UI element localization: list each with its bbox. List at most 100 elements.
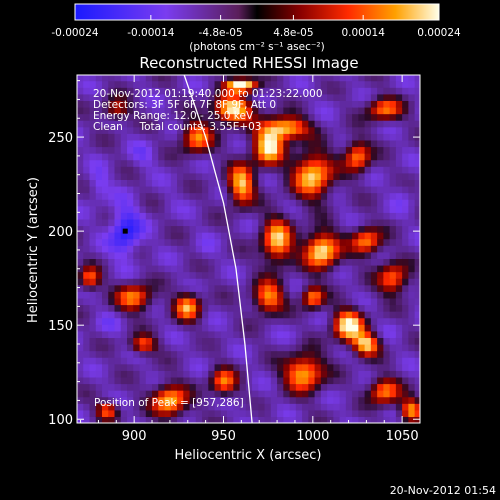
- heatmap-cell: [389, 93, 397, 101]
- heatmap-cell: [358, 264, 366, 273]
- heatmap-cell: [395, 166, 403, 174]
- heatmap-cell: [308, 120, 316, 128]
- heatmap-cell: [395, 172, 403, 180]
- heatmap-cell: [395, 251, 403, 259]
- heatmap-cell: [333, 337, 341, 345]
- heatmap-cell: [164, 350, 172, 358]
- heatmap-cell: [370, 271, 378, 279]
- heatmap-cell: [139, 179, 147, 187]
- heatmap-cell: [270, 357, 278, 365]
- heatmap-cell: [158, 317, 166, 325]
- heatmap-cell: [108, 409, 116, 418]
- heatmap-cell: [83, 120, 91, 128]
- heatmap-cell: [202, 100, 209, 108]
- heatmap-cell: [139, 409, 147, 418]
- heatmap-cell: [158, 337, 166, 345]
- heatmap-cell: [264, 139, 272, 148]
- heatmap-cell: [395, 343, 403, 352]
- heatmap-cell: [102, 251, 109, 259]
- heatmap-cell: [402, 324, 409, 332]
- heatmap-cell: [339, 350, 347, 358]
- heatmap-cell: [120, 93, 128, 101]
- heatmap-cell: [220, 238, 228, 246]
- heatmap-cell: [164, 330, 172, 339]
- heatmap-cell: [302, 120, 309, 128]
- heatmap-cell: [89, 297, 97, 306]
- heatmap-cell: [414, 159, 420, 167]
- heatmap-cell: [145, 350, 153, 358]
- heatmap-cell: [327, 166, 334, 174]
- heatmap-cell: [283, 232, 291, 240]
- heatmap-cell: [370, 350, 378, 358]
- heatmap-cell: [364, 363, 372, 371]
- heatmap-cell: [145, 258, 153, 266]
- heatmap-cell: [333, 278, 341, 286]
- heatmap-cell: [395, 133, 403, 141]
- heatmap-cell: [189, 199, 197, 207]
- heatmap-cell: [245, 153, 253, 161]
- heatmap-cell: [402, 383, 409, 391]
- heatmap-cell: [114, 126, 122, 134]
- heatmap-cell: [327, 409, 334, 418]
- heatmap-cell: [389, 271, 397, 279]
- heatmap-cell: [164, 278, 172, 286]
- heatmap-cell: [270, 337, 278, 345]
- heatmap-cell: [414, 350, 420, 358]
- heatmap-cell: [89, 172, 97, 180]
- heatmap-cell: [189, 120, 197, 128]
- heatmap-cell: [189, 278, 197, 286]
- heatmap-cell: [389, 218, 397, 227]
- heatmap-cell: [308, 80, 316, 88]
- heatmap-cell: [108, 291, 116, 299]
- heatmap-cell: [195, 139, 203, 148]
- heatmap-cell: [339, 120, 347, 128]
- heatmap-cell: [245, 396, 253, 404]
- heatmap-cell: [283, 126, 291, 134]
- heatmap-cell: [295, 232, 303, 240]
- heatmap-cell: [102, 172, 109, 180]
- heatmap-cell: [277, 139, 284, 148]
- heatmap-cell: [295, 403, 303, 411]
- heatmap-cell: [333, 284, 341, 292]
- heatmap-cell: [333, 87, 341, 95]
- heatmap-cell: [333, 218, 341, 227]
- heatmap-cell: [127, 416, 134, 423]
- heatmap-cell: [258, 106, 266, 115]
- heatmap-cell: [177, 363, 184, 371]
- heatmap-cell: [414, 297, 420, 306]
- heatmap-cell: [258, 376, 266, 385]
- heatmap-cell: [352, 205, 359, 213]
- heatmap-cell: [195, 304, 203, 312]
- heatmap-cell: [283, 409, 291, 418]
- heatmap-cell: [389, 139, 397, 148]
- heatmap-cell: [364, 192, 372, 200]
- heatmap-cell: [133, 330, 141, 339]
- heatmap-cell: [239, 357, 247, 365]
- heatmap-cell: [83, 80, 91, 88]
- heatmap-cell: [258, 225, 266, 233]
- heatmap-cell: [402, 199, 409, 207]
- heatmap-cell: [83, 324, 91, 332]
- heatmap-cell: [127, 192, 134, 200]
- heatmap-cell: [127, 370, 134, 378]
- heatmap-cell: [245, 185, 253, 194]
- heatmap-cell: [102, 126, 109, 134]
- heatmap-cell: [345, 192, 353, 200]
- heatmap-cell: [377, 363, 384, 371]
- heatmap-cell: [414, 324, 420, 332]
- heatmap-cell: [139, 278, 147, 286]
- heatmap-cell: [133, 166, 141, 174]
- heatmap-cell: [289, 291, 297, 299]
- heatmap-cell: [120, 232, 128, 240]
- heatmap-cell: [170, 192, 178, 200]
- heatmap-cell: [252, 199, 259, 207]
- heatmap-cell: [345, 416, 353, 423]
- heatmap-cell: [220, 146, 228, 154]
- heatmap-cell: [145, 409, 153, 418]
- heatmap-cell: [152, 139, 159, 148]
- heatmap-cell: [395, 113, 403, 121]
- heatmap-cell: [177, 258, 184, 266]
- heatmap-cell: [183, 232, 191, 240]
- heatmap-cell: [414, 343, 420, 352]
- heatmap-cell: [333, 205, 341, 213]
